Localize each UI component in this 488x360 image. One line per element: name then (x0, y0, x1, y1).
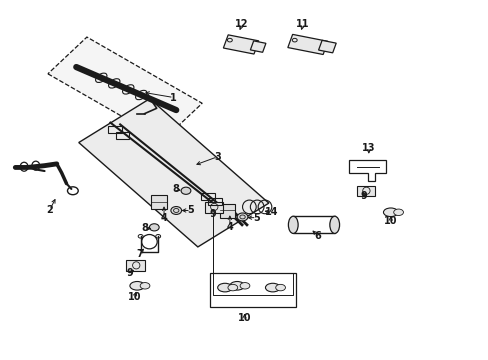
Ellipse shape (181, 187, 190, 194)
Ellipse shape (170, 207, 181, 215)
Bar (126, 260, 145, 271)
Bar (219, 204, 235, 219)
Text: 4: 4 (161, 213, 167, 222)
Ellipse shape (265, 283, 280, 292)
Text: 6: 6 (314, 231, 320, 240)
Polygon shape (48, 37, 202, 140)
Ellipse shape (149, 224, 159, 231)
Text: 5: 5 (187, 206, 194, 216)
Polygon shape (79, 99, 268, 247)
Polygon shape (287, 35, 327, 54)
Ellipse shape (130, 282, 144, 290)
Ellipse shape (393, 209, 403, 216)
Bar (201, 193, 214, 200)
Ellipse shape (240, 283, 249, 289)
Text: 7: 7 (136, 248, 143, 258)
Text: 9: 9 (360, 191, 366, 201)
Text: 9: 9 (209, 209, 216, 219)
Text: 2: 2 (46, 206, 53, 216)
Bar (116, 132, 129, 139)
Text: 8: 8 (141, 224, 148, 233)
Text: 5: 5 (253, 213, 260, 222)
Bar (293, 216, 334, 233)
Ellipse shape (288, 216, 298, 233)
Ellipse shape (329, 216, 339, 233)
Bar (151, 195, 166, 210)
Polygon shape (223, 35, 258, 54)
Polygon shape (318, 40, 336, 53)
Text: 10: 10 (128, 292, 141, 302)
Bar (204, 202, 223, 213)
Text: 10: 10 (383, 216, 397, 226)
Bar (356, 186, 374, 197)
Text: 8: 8 (172, 184, 179, 194)
Ellipse shape (383, 208, 397, 217)
Ellipse shape (229, 282, 244, 290)
Text: 10: 10 (237, 313, 251, 323)
Ellipse shape (237, 213, 247, 221)
Ellipse shape (217, 283, 232, 292)
Bar (108, 126, 122, 134)
Text: 14: 14 (264, 207, 278, 217)
Ellipse shape (227, 284, 237, 291)
Text: 9: 9 (126, 268, 133, 278)
Text: 3: 3 (214, 152, 221, 162)
Bar (210, 273, 295, 307)
Bar (208, 198, 222, 205)
Text: 1: 1 (170, 93, 177, 103)
Text: 11: 11 (296, 19, 309, 29)
Text: 4: 4 (226, 222, 233, 231)
Polygon shape (250, 41, 265, 52)
Text: 13: 13 (361, 143, 375, 153)
Text: 12: 12 (235, 19, 248, 29)
Ellipse shape (140, 283, 150, 289)
Ellipse shape (275, 284, 285, 291)
